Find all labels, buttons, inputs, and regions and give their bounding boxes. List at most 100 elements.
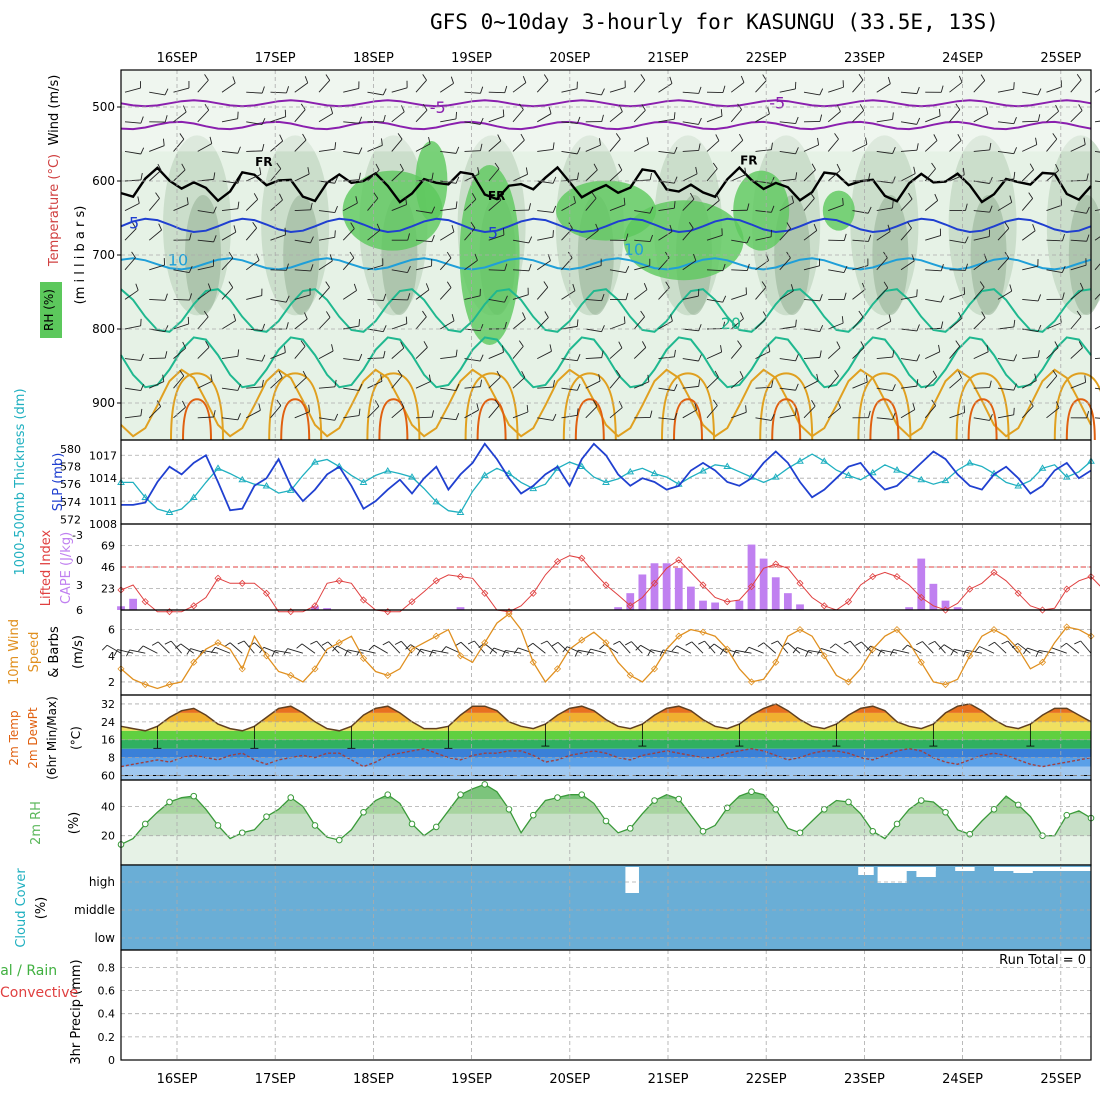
wind-barb-flag (164, 88, 169, 96)
wind-barb-flag (237, 413, 241, 420)
wind-barb (748, 646, 764, 654)
isotherm-warm-loop (759, 372, 814, 441)
wind-barb-flag (325, 281, 330, 288)
wind-barb-flag (525, 167, 528, 175)
thickness-marker (335, 462, 344, 470)
wind-barb-flag (497, 134, 502, 142)
isotherm-hot-loop (280, 398, 311, 441)
wind-barb-flag (276, 162, 282, 170)
wind-barb (730, 139, 744, 152)
wind-barb (294, 269, 311, 272)
wind-barb-flag (407, 233, 410, 241)
wind-speed-marker (772, 658, 780, 666)
wind-barb (731, 411, 747, 419)
wind-barb-flag (521, 370, 526, 378)
wind-barb-flag (1086, 234, 1090, 242)
wind-barb (609, 322, 626, 330)
thickness-marker (262, 482, 271, 489)
wind-barb-flag (182, 341, 187, 349)
wind-speed-marker (432, 632, 440, 640)
wind-barb (124, 150, 141, 155)
wind-barb (270, 352, 286, 360)
wind-barb-flag (746, 236, 751, 244)
wind-barb-flag (504, 263, 508, 271)
wind-barb (124, 257, 136, 271)
wind-barb-flag (811, 163, 816, 171)
li-marker (941, 606, 950, 614)
wind-barb-flag (601, 88, 605, 96)
isotherm--5b (120, 120, 1092, 131)
wind-barb-flag (207, 283, 212, 291)
wind-barb (803, 405, 816, 419)
wind-barb-flag (965, 203, 968, 211)
wind-barb (827, 111, 841, 123)
wind-barb-flag (841, 316, 844, 324)
wind-barb-flag (431, 172, 434, 180)
wind-barb (460, 641, 473, 654)
wind-barb-flag (477, 167, 480, 175)
wind-barb-flag (685, 641, 692, 646)
wind-barb (893, 649, 910, 654)
wind-barb (633, 289, 648, 300)
isotherm-hot-loop (869, 398, 900, 441)
wind-barb-flag (865, 137, 868, 145)
wind-barb-flag (892, 176, 896, 184)
wind-barb-flag (931, 162, 936, 170)
wind-barb-flag (811, 400, 816, 407)
wind-barb-flag (429, 650, 434, 657)
wind-barb-flag (140, 116, 144, 124)
thickness-marker (820, 457, 829, 464)
wind-barb (512, 82, 527, 93)
wind-barb (1022, 144, 1037, 152)
wind-barb (367, 91, 384, 96)
wind-speed-marker (408, 645, 416, 653)
contour-label: -5 (430, 98, 446, 117)
isotherm-hot-loop (476, 398, 507, 441)
wind-barb (1070, 239, 1087, 242)
wind-barb (925, 298, 942, 303)
wind-barb-flag (164, 351, 168, 359)
wind-barb (270, 116, 286, 123)
rh-marker (141, 820, 149, 828)
wind-barb-flag (1079, 282, 1084, 290)
wind-barb-flag (552, 413, 557, 421)
li-marker (747, 583, 756, 591)
wind-barb-flag (548, 106, 552, 114)
wind-barb (415, 79, 427, 93)
wind-barb (907, 644, 922, 654)
wind-barb (532, 642, 546, 654)
wind-barb-flag (213, 172, 216, 180)
wind-barb-flag (522, 312, 526, 320)
wind-barb-flag (860, 341, 865, 348)
wind-barb (658, 257, 670, 271)
wind-barb-flag (574, 650, 579, 657)
cloud-gap (1042, 867, 1091, 871)
wind-barb (934, 641, 946, 654)
wind-barb-flag (722, 295, 727, 303)
wind-barb (464, 386, 481, 389)
wind-barb (828, 269, 845, 274)
wind-barb-flag (576, 354, 581, 361)
wind-barb (900, 409, 915, 419)
rh-marker (554, 794, 561, 801)
rh2m-axis-label: 2m RH (29, 801, 44, 845)
wind-barb-flag (795, 147, 799, 154)
wind-barb (415, 265, 432, 271)
wind-barb (245, 227, 257, 241)
wind-barb-flag (382, 641, 390, 646)
precip-frame (120, 949, 1092, 1061)
contour-label: 10 (624, 240, 644, 259)
wind-barb-flag (599, 138, 601, 146)
wind-barb-flag (480, 86, 484, 94)
cape-bar (311, 606, 319, 610)
wind-barb-flag (837, 401, 842, 408)
day-label-bottom-25SEP: 25SEP (1040, 1072, 1081, 1087)
rh-marker (481, 781, 489, 788)
wind-barb-flag (981, 311, 986, 318)
wind-barb-flag (137, 196, 140, 204)
wind-barb-flag (237, 640, 245, 645)
wind-barb-flag (1061, 266, 1066, 273)
wind-barb (619, 640, 631, 654)
wind10m-panel (101, 610, 1095, 695)
wind-barb (173, 111, 187, 123)
